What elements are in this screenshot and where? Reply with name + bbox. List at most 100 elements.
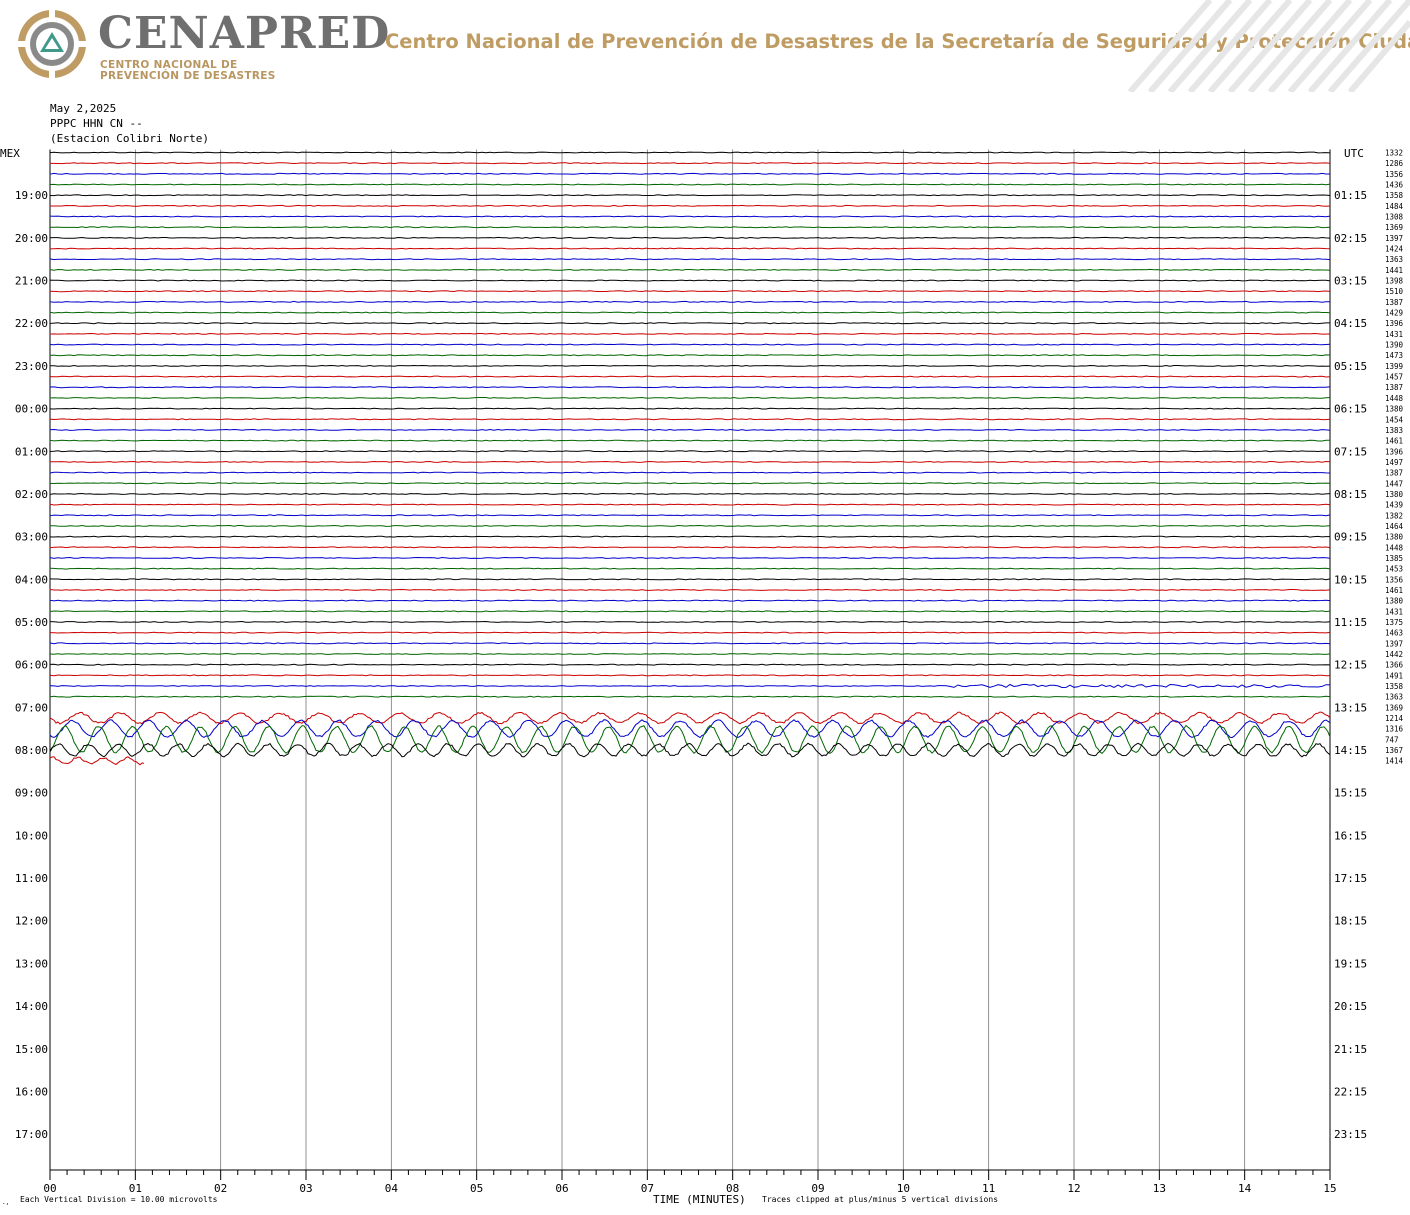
trace-value-label: 1363 [1385, 693, 1403, 702]
trace-24 [49, 396, 1331, 399]
utc-hour-label: 05:15 [1334, 360, 1367, 373]
brand-name: CENAPRED [98, 8, 391, 59]
x-tick-label: 03 [299, 1182, 312, 1195]
mex-hour-label: 01:00 [15, 445, 48, 458]
trace-value-label: 1369 [1385, 223, 1403, 232]
trace-value-label: 1356 [1385, 575, 1404, 584]
mex-hour-label: 03:00 [15, 531, 48, 544]
trace-value-label: 1396 [1385, 319, 1404, 328]
trace-43 [49, 599, 1331, 602]
x-axis-title: TIME (MINUTES) [653, 1193, 746, 1206]
trace-value-label: 1447 [1385, 479, 1403, 488]
trace-value-label: 1387 [1385, 469, 1403, 478]
x-tick-label: 12 [1067, 1182, 1080, 1195]
trace-value-label: 1385 [1385, 554, 1403, 563]
trace-value-label: 1453 [1385, 565, 1403, 574]
mex-hour-label: 15:00 [15, 1043, 48, 1056]
utc-hour-label: 20:15 [1334, 1000, 1367, 1013]
trace-40 [49, 567, 1331, 570]
trace-30 [49, 460, 1331, 463]
mex-hour-label: 08:00 [15, 744, 48, 757]
x-tick-label: 11 [982, 1182, 995, 1195]
trace-value-label: 1431 [1385, 330, 1403, 339]
utc-hour-label: 10:15 [1334, 573, 1367, 586]
mex-hour-label: 11:00 [15, 872, 48, 885]
trace-value-label: 1397 [1385, 234, 1403, 243]
x-tick-label: 02 [214, 1182, 227, 1195]
mex-hour-label: 22:00 [15, 317, 48, 330]
utc-hour-label: 12:15 [1334, 659, 1367, 672]
trace-25 [49, 407, 1331, 410]
trace-17 [49, 322, 1330, 325]
trace-2 [49, 162, 1331, 165]
trace-value-label: 1332 [1385, 149, 1403, 158]
stripe-pattern-icon [1127, 0, 1410, 92]
time-axis: 00 01 02 03 04 05 06 07 08 09 10 11 12 13 14 15 [43, 1169, 1337, 1195]
trace-48 [49, 652, 1331, 655]
trace-value-label: 1367 [1385, 746, 1403, 755]
trace-value-label: 1510 [1385, 287, 1404, 296]
trace-value-label: 747 [1385, 735, 1399, 744]
event-trace-1 [49, 711, 1331, 725]
trace-value-label: 1424 [1385, 245, 1404, 254]
trace-value-label: 1382 [1385, 511, 1403, 520]
trace-value-label: 1448 [1385, 543, 1404, 552]
utc-hour-label: 06:15 [1334, 403, 1367, 416]
trace-value-label: 1316 [1385, 725, 1404, 734]
trace-value-label: 1473 [1385, 351, 1403, 360]
mex-hour-label: 13:00 [15, 957, 48, 970]
x-tick-label: 08 [726, 1182, 739, 1195]
trace-value-label: 1398 [1385, 277, 1404, 286]
trace-value-label: 1387 [1385, 298, 1403, 307]
organization-title: Centro Nacional de Prevención de Desastr… [385, 30, 1410, 53]
utc-hour-label: 13:15 [1334, 701, 1367, 714]
trace-46 [49, 631, 1331, 634]
trace-value-label: 1396 [1385, 447, 1404, 456]
event-trace-2 [49, 719, 1331, 739]
mex-hour-label: 04:00 [15, 573, 48, 586]
trace-value-label: 1429 [1385, 309, 1403, 318]
trace-value-label: 1463 [1385, 629, 1403, 638]
trace-52 [49, 695, 1331, 698]
utc-hour-label: 01:15 [1334, 189, 1367, 202]
trace-11 [49, 258, 1331, 261]
utc-hour-labels: 01:15 02:15 03:15 04:15 05:15 06:15 07:15 08:15… [1334, 189, 1367, 1141]
station-name: (Estacion Colibri Norte) [50, 132, 209, 145]
trace-10 [49, 247, 1331, 250]
trace-value-label: 1369 [1385, 703, 1403, 712]
minute-grid-lines [49, 149, 1331, 1170]
trace-value-label: 1380 [1385, 490, 1404, 499]
trace-5 [49, 194, 1331, 197]
trace-value-label: 1380 [1385, 597, 1404, 606]
trace-3 [49, 172, 1330, 175]
x-tick-label: 10 [897, 1182, 910, 1195]
trace-9 [49, 236, 1331, 239]
trace-12 [49, 268, 1331, 271]
trace-32 [49, 482, 1331, 485]
mex-hour-label: 10:00 [15, 829, 48, 842]
trace-value-label: 1491 [1385, 671, 1403, 680]
trace-value-label: 1414 [1385, 757, 1404, 766]
trace-value-label: 1308 [1385, 213, 1404, 222]
trace-45 [49, 620, 1331, 623]
utc-hour-label: 09:15 [1334, 531, 1367, 544]
x-tick-label: 05 [470, 1182, 483, 1195]
trace-41 [49, 578, 1331, 581]
x-tick-label: 00 [43, 1182, 56, 1195]
x-tick-label: 15 [1323, 1182, 1336, 1195]
mex-hour-label: 19:00 [15, 189, 48, 202]
trace-7 [49, 215, 1331, 218]
corner-mark: ., [2, 1199, 10, 1206]
trace-value-label: 1387 [1385, 383, 1403, 392]
trace-value-label: 1497 [1385, 458, 1403, 467]
trace-22 [49, 375, 1331, 378]
trace-18 [49, 332, 1331, 335]
x-tick-label: 07 [641, 1182, 654, 1195]
utc-hour-label: 03:15 [1334, 275, 1367, 288]
event-trace-3 [49, 724, 1331, 755]
trace-value-label: 1461 [1385, 437, 1403, 446]
trace-38 [49, 546, 1331, 549]
utc-hour-label: 23:15 [1334, 1128, 1367, 1141]
x-tick-label: 01 [129, 1182, 142, 1195]
